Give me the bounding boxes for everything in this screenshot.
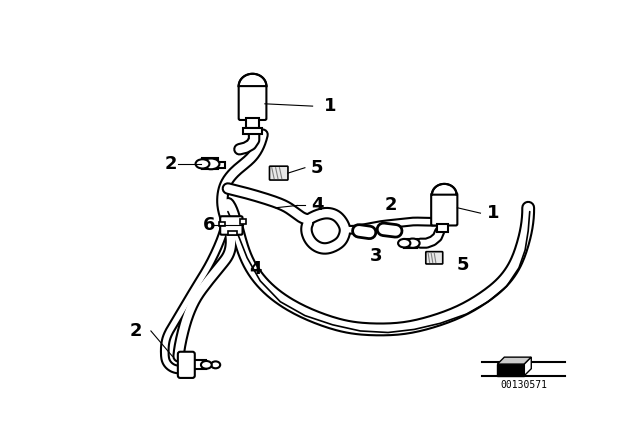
- Ellipse shape: [202, 159, 220, 169]
- Bar: [246, 118, 259, 128]
- Polygon shape: [497, 364, 524, 375]
- Text: 1: 1: [488, 204, 500, 222]
- FancyBboxPatch shape: [269, 166, 288, 180]
- Polygon shape: [432, 184, 456, 195]
- Bar: [189, 360, 206, 370]
- Text: 4: 4: [250, 260, 262, 278]
- FancyBboxPatch shape: [239, 85, 266, 120]
- Ellipse shape: [398, 239, 410, 247]
- Text: 5: 5: [311, 159, 324, 177]
- Text: 4: 4: [311, 197, 324, 215]
- Ellipse shape: [196, 159, 209, 168]
- Polygon shape: [239, 74, 266, 86]
- Bar: [228, 231, 237, 236]
- Text: 6: 6: [204, 215, 216, 234]
- Ellipse shape: [406, 238, 420, 248]
- FancyBboxPatch shape: [426, 252, 443, 264]
- Text: 00130571: 00130571: [500, 380, 547, 390]
- FancyBboxPatch shape: [220, 216, 243, 235]
- Bar: [212, 162, 225, 168]
- FancyBboxPatch shape: [431, 193, 458, 225]
- Polygon shape: [524, 357, 531, 375]
- Text: 2: 2: [384, 197, 397, 215]
- Text: 1: 1: [324, 97, 337, 115]
- Bar: [437, 224, 448, 232]
- Bar: [202, 159, 218, 169]
- Ellipse shape: [201, 361, 212, 369]
- Text: 5: 5: [456, 256, 469, 274]
- Ellipse shape: [211, 362, 220, 368]
- Text: 2: 2: [129, 322, 142, 340]
- Polygon shape: [497, 357, 531, 364]
- Bar: [243, 128, 262, 134]
- Bar: [404, 238, 417, 248]
- Text: 3: 3: [369, 246, 382, 264]
- Bar: [219, 222, 225, 226]
- Text: 2: 2: [164, 155, 177, 173]
- FancyBboxPatch shape: [178, 352, 195, 378]
- Bar: [240, 220, 246, 224]
